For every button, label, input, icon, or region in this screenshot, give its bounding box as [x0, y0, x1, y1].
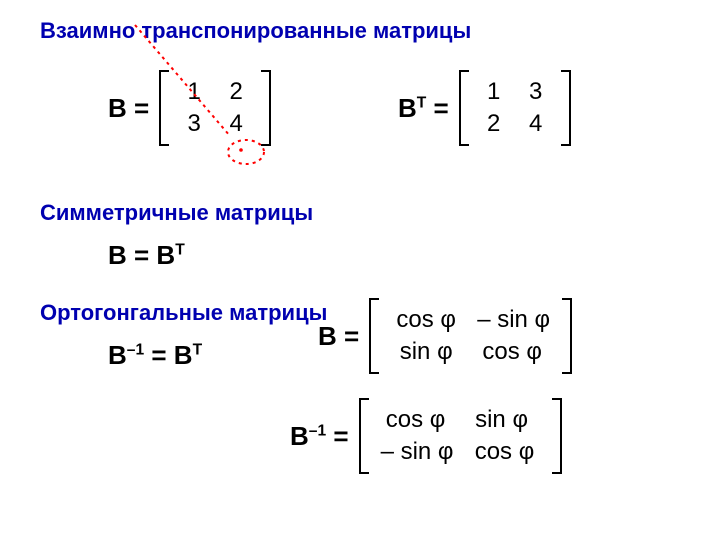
eq-Binv-eq-BT: В–1 = ВT [108, 340, 202, 371]
cell: cos φ [383, 304, 469, 336]
heading-transposed: Взаимно транспонированные матрицы [40, 18, 471, 44]
matrix-B: 1 2 3 4 [159, 70, 271, 146]
label-B-eq: В = [108, 93, 149, 124]
cell: 1 [173, 76, 215, 108]
label-BT-eq: ВT = [398, 93, 449, 124]
cell: – sin φ [373, 436, 462, 468]
eq-rotinv: В–1 = cos φ sin φ – sin φ cos φ [290, 398, 562, 474]
cell: – sin φ [469, 304, 558, 336]
cell: 1 [473, 76, 515, 108]
cell: 3 [173, 108, 215, 140]
cell: cos φ [462, 436, 548, 468]
label-Binv-eq-BT: В–1 = ВT [108, 340, 202, 371]
annotation-dot [239, 148, 243, 152]
eq-BT: ВT = 1 3 2 4 [398, 70, 571, 146]
cell: sin φ [459, 404, 545, 436]
cell: sin φ [383, 336, 469, 368]
cell: cos φ [469, 336, 555, 368]
label-Binv-eq: В–1 = [290, 421, 349, 452]
cell: 3 [515, 76, 557, 108]
label-B-eq-2: В = [318, 321, 359, 352]
matrix-BT: 1 3 2 4 [459, 70, 571, 146]
cell: 2 [473, 108, 515, 140]
eq-B: В = 1 2 3 4 [108, 70, 271, 146]
cell: 4 [515, 108, 557, 140]
cell: 2 [215, 76, 257, 108]
cell: 4 [215, 108, 257, 140]
eq-rot: В = cos φ – sin φ sin φ cos φ [318, 298, 572, 374]
cell: cos φ [373, 404, 459, 436]
heading-orthogonal: Ортогонгальные матрицы [40, 300, 327, 326]
matrix-rotinv: cos φ sin φ – sin φ cos φ [359, 398, 562, 474]
matrix-rot: cos φ – sin φ sin φ cos φ [369, 298, 572, 374]
eq-B-eq-BT: В = ВT [108, 240, 185, 271]
heading-symmetric: Симметричные матрицы [40, 200, 313, 226]
label-B-eq-BT: В = ВT [108, 240, 185, 271]
